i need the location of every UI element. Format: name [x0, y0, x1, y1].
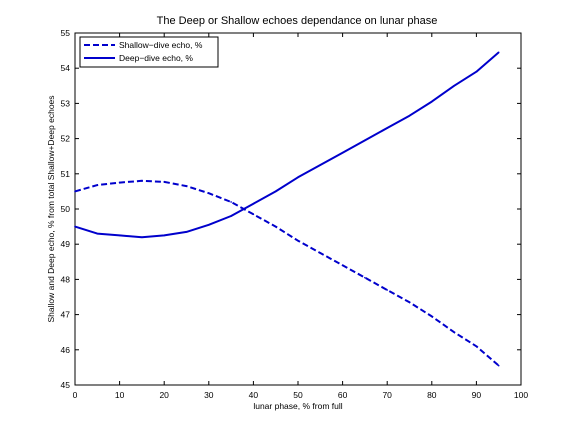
- shallow-data-point: [364, 276, 366, 279]
- shallow-data-point: [74, 190, 76, 193]
- shallow-data-point: [341, 264, 344, 267]
- series-lines: [74, 51, 500, 367]
- y-tick-label: 51: [61, 169, 71, 179]
- deep-data-point: [341, 151, 344, 154]
- x-tick-label: 10: [115, 390, 125, 400]
- x-tick-label: 50: [293, 390, 303, 400]
- legend-label-shallow: Shallow−dive echo, %: [119, 40, 203, 50]
- x-tick-label: 60: [338, 390, 348, 400]
- x-tick-label: 30: [204, 390, 214, 400]
- shallow-data-point: [431, 315, 433, 318]
- shallow-data-point: [319, 252, 322, 254]
- shallow-data-point: [208, 192, 210, 194]
- deep-data-point: [74, 225, 76, 228]
- y-axis-label: Shallow and Deep echo, % from total Shal…: [46, 95, 56, 322]
- legend-label-deep: Deep−dive echo, %: [119, 53, 193, 63]
- deep-data-point: [364, 139, 366, 142]
- deep-data-point: [163, 234, 165, 237]
- shallow-data-point: [497, 364, 500, 367]
- shallow-data-point: [274, 225, 277, 228]
- y-tick-label: 45: [61, 380, 71, 390]
- deep-data-point: [274, 190, 277, 193]
- y-tick-label: 54: [61, 63, 71, 73]
- deep-data-point: [408, 114, 411, 117]
- shallow-data-point: [386, 289, 389, 291]
- deep-data-point: [431, 100, 433, 103]
- deep-data-point: [475, 70, 478, 73]
- x-tick-label: 80: [427, 390, 437, 400]
- x-tick-label: 90: [472, 390, 482, 400]
- y-tick-label: 53: [61, 98, 71, 108]
- deep-data-point: [208, 224, 210, 226]
- deep-data-point: [453, 85, 455, 87]
- shallow-data-point: [453, 331, 455, 334]
- deep-data-point: [386, 127, 389, 129]
- y-tick-label: 55: [61, 28, 71, 38]
- deep-data-point: [497, 51, 500, 54]
- legend: Shallow−dive echo, % Deep−dive echo, %: [79, 36, 219, 68]
- x-axis-label: lunar phase, % from full: [253, 401, 342, 411]
- deep-data-point: [185, 231, 188, 233]
- shallow-dive-series-line: [74, 179, 500, 367]
- shallow-data-point: [408, 301, 411, 304]
- x-tick-label: 70: [382, 390, 392, 400]
- y-tick-label: 46: [61, 345, 71, 355]
- shallow-data-point: [185, 185, 188, 187]
- y-tick-label: 47: [61, 310, 71, 320]
- x-tick-label: 20: [159, 390, 169, 400]
- shallow-data-point: [252, 213, 255, 216]
- y-tick-label: 50: [61, 204, 71, 214]
- shallow-data-point: [475, 345, 478, 348]
- deep-data-point: [319, 164, 322, 166]
- y-tick-label: 52: [61, 134, 71, 144]
- deep-data-point: [252, 202, 255, 205]
- shallow-data-point: [230, 201, 232, 203]
- shallow-data-point: [96, 184, 99, 186]
- deep-data-point: [297, 176, 299, 179]
- x-tick-label: 0: [73, 390, 78, 400]
- deep-data-point: [230, 215, 232, 217]
- deep-dive-series-line: [74, 51, 500, 239]
- x-tick-label: 100: [514, 390, 528, 400]
- y-tick-label: 49: [61, 239, 71, 249]
- deep-data-point: [96, 232, 99, 235]
- deep-data-point: [141, 236, 143, 238]
- shallow-data-point: [141, 180, 143, 182]
- shallow-data-point: [297, 239, 299, 242]
- legend-box: [79, 36, 219, 68]
- deep-data-point: [118, 234, 121, 237]
- axis-ticks: 0 10 20 30 40 50 60 70 80 90 100 45 46 47 48 49 50 51 52 53…: [61, 28, 529, 400]
- shallow-data-point: [118, 181, 121, 184]
- y-tick-label: 48: [61, 274, 71, 284]
- x-tick-label: 40: [249, 390, 259, 400]
- shallow-data-point: [163, 181, 165, 183]
- chart-title: The Deep or Shallow echoes dependance on…: [157, 15, 438, 27]
